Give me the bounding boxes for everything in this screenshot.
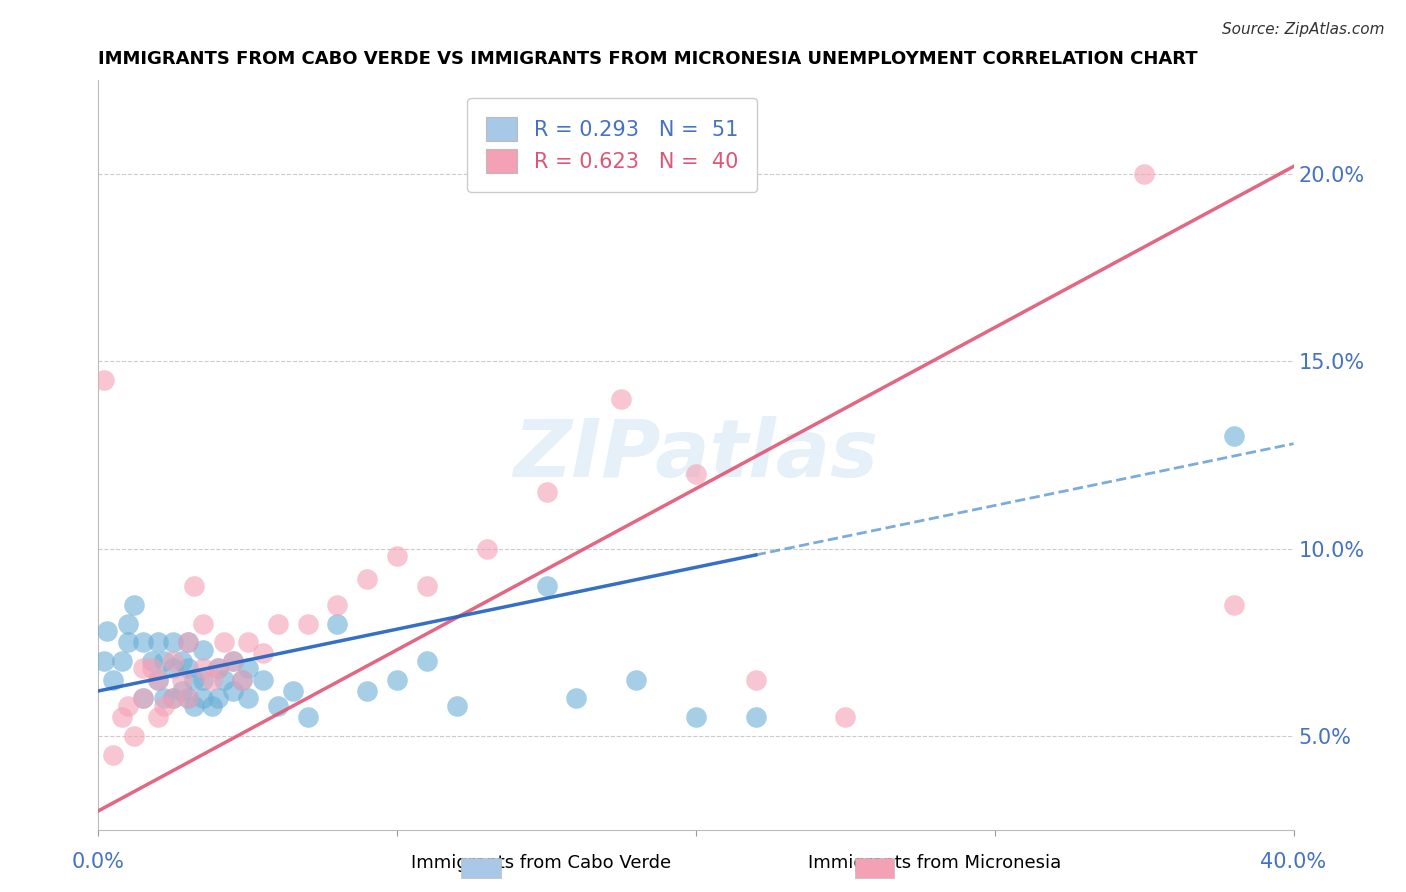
- Point: [153, 691, 176, 706]
- Point: [177, 691, 200, 706]
- Point: [212, 673, 235, 687]
- Point: [172, 684, 194, 698]
- Point: [281, 684, 304, 698]
- Point: [536, 485, 558, 500]
- Point: [536, 579, 558, 593]
- Text: Source: ZipAtlas.com: Source: ZipAtlas.com: [1222, 22, 1385, 37]
- Text: Immigrants from Micronesia: Immigrants from Micronesia: [808, 855, 1062, 872]
- Point: [1223, 429, 1246, 443]
- Point: [162, 661, 184, 675]
- Point: [222, 684, 245, 698]
- Point: [565, 691, 588, 706]
- Point: [207, 661, 229, 675]
- Point: [111, 710, 134, 724]
- Point: [416, 579, 439, 593]
- Point: [183, 698, 205, 713]
- Text: Immigrants from Cabo Verde: Immigrants from Cabo Verde: [411, 855, 672, 872]
- Point: [117, 698, 139, 713]
- Point: [117, 635, 139, 649]
- Point: [834, 710, 856, 724]
- Point: [745, 673, 768, 687]
- Point: [222, 654, 245, 668]
- Point: [231, 673, 253, 687]
- Point: [236, 691, 259, 706]
- Point: [236, 635, 259, 649]
- Point: [172, 654, 194, 668]
- Point: [103, 747, 125, 762]
- Point: [446, 698, 468, 713]
- Point: [207, 691, 229, 706]
- Point: [207, 661, 229, 675]
- Text: IMMIGRANTS FROM CABO VERDE VS IMMIGRANTS FROM MICRONESIA UNEMPLOYMENT CORRELATIO: IMMIGRANTS FROM CABO VERDE VS IMMIGRANTS…: [98, 50, 1198, 68]
- Point: [385, 673, 409, 687]
- Point: [236, 661, 259, 675]
- Point: [685, 467, 707, 481]
- Point: [148, 673, 170, 687]
- Point: [385, 549, 409, 563]
- Point: [132, 691, 155, 706]
- Point: [610, 392, 633, 406]
- Point: [141, 661, 163, 675]
- Point: [148, 710, 170, 724]
- Legend: R = 0.293   N =  51, R = 0.623   N =  40: R = 0.293 N = 51, R = 0.623 N = 40: [467, 98, 758, 192]
- Point: [153, 698, 176, 713]
- Point: [231, 673, 253, 687]
- Text: ZIPatlas: ZIPatlas: [513, 416, 879, 494]
- Point: [177, 691, 200, 706]
- Point: [93, 373, 115, 387]
- Point: [172, 673, 194, 687]
- Point: [111, 654, 134, 668]
- Point: [297, 710, 319, 724]
- Point: [148, 635, 170, 649]
- Point: [191, 691, 214, 706]
- Point: [191, 661, 214, 675]
- Point: [183, 579, 205, 593]
- Point: [183, 673, 205, 687]
- Point: [745, 710, 768, 724]
- Point: [177, 661, 200, 675]
- Point: [132, 691, 155, 706]
- Point: [222, 654, 245, 668]
- Point: [356, 684, 378, 698]
- Point: [162, 654, 184, 668]
- Point: [252, 673, 274, 687]
- Point: [475, 541, 498, 556]
- Point: [1133, 167, 1156, 181]
- Point: [162, 691, 184, 706]
- Point: [153, 654, 176, 668]
- Point: [148, 673, 170, 687]
- Point: [1223, 598, 1246, 612]
- Point: [267, 698, 290, 713]
- Point: [132, 661, 155, 675]
- Point: [191, 642, 214, 657]
- Point: [191, 673, 214, 687]
- Point: [356, 572, 378, 586]
- Point: [201, 698, 224, 713]
- Point: [162, 635, 184, 649]
- Point: [177, 635, 200, 649]
- Point: [177, 635, 200, 649]
- Point: [416, 654, 439, 668]
- Point: [297, 616, 319, 631]
- Point: [326, 616, 349, 631]
- Point: [124, 729, 146, 743]
- Point: [132, 635, 155, 649]
- Point: [326, 598, 349, 612]
- Point: [117, 616, 139, 631]
- Point: [212, 635, 235, 649]
- Text: 0.0%: 0.0%: [72, 852, 125, 872]
- Point: [96, 624, 118, 638]
- Point: [191, 616, 214, 631]
- Point: [626, 673, 648, 687]
- Point: [685, 710, 707, 724]
- Point: [124, 598, 146, 612]
- Point: [141, 654, 163, 668]
- Point: [103, 673, 125, 687]
- Text: 40.0%: 40.0%: [1260, 852, 1327, 872]
- Point: [267, 616, 290, 631]
- Point: [93, 654, 115, 668]
- Point: [252, 647, 274, 661]
- Point: [201, 673, 224, 687]
- Point: [162, 691, 184, 706]
